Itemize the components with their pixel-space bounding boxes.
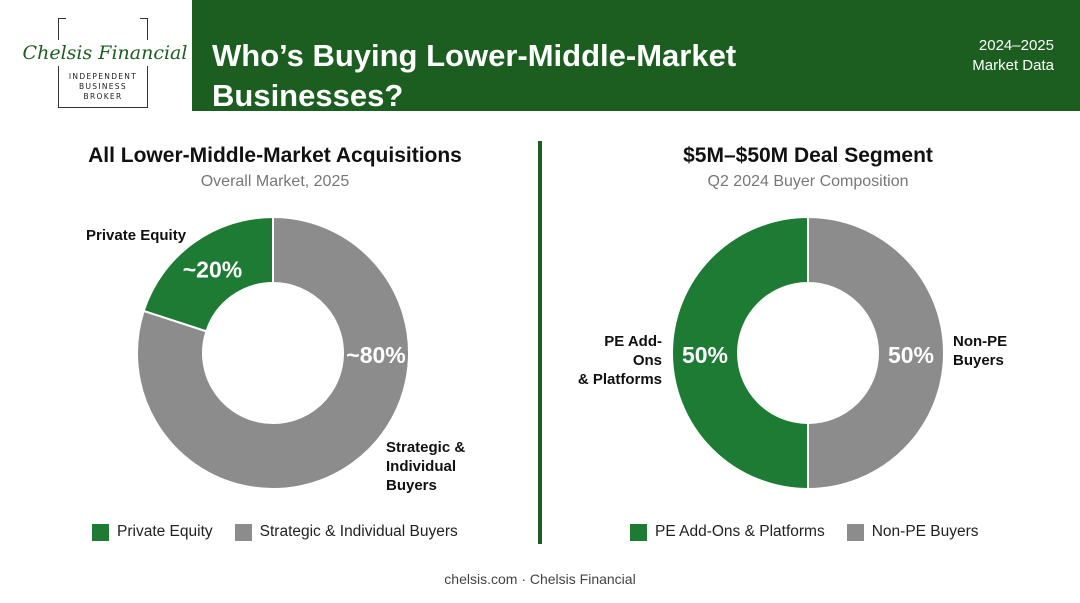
chart-2-donut: 50% 50% — [671, 215, 945, 491]
chart-1-slice-1 — [136, 215, 410, 490]
footer: chelsis.com · Chelsis Financial — [444, 571, 636, 587]
chart-1-label-strategic-line3: Buyers — [386, 477, 437, 494]
brand-tagline-line3: BROKER — [83, 92, 123, 101]
chart-1-value-label-0: ~20% — [183, 257, 242, 283]
logo-frame-top-left — [58, 18, 66, 19]
chart-2-label-non-pe: Non-PE Buyers — [953, 332, 1007, 370]
period-line1: 2024–2025 — [978, 37, 1054, 54]
chart-2-value-label-1: 50% — [888, 342, 934, 368]
brand-tagline: INDEPENDENT BUSINESS BROKER — [58, 72, 148, 102]
chart-2-label-pe: PE Add-Ons & Platforms — [576, 332, 662, 389]
legend-swatch-gray — [234, 523, 252, 541]
chart-1-subtitle: Overall Market, 2025 — [200, 173, 350, 190]
legend-item-strategic: Strategic & Individual Buyers — [234, 523, 458, 541]
logo-frame-top-right — [140, 18, 148, 19]
legend-item-pe-add-ons: PE Add-Ons & Platforms — [630, 523, 825, 541]
chart-1-label-strategic-line1: Strategic & — [386, 439, 466, 456]
page-title: Who’s Buying Lower-Middle-Market Busines… — [212, 38, 737, 113]
legend-label: Strategic & Individual Buyers — [259, 523, 458, 540]
period-line2: Market Data — [972, 57, 1054, 74]
legend-label: PE Add-Ons & Platforms — [655, 523, 825, 540]
chart-divider — [538, 141, 542, 544]
header: Chelsis Financial INDEPENDENT BUSINESS B… — [0, 0, 1080, 113]
chart-2-label-non-pe-line1: Non-PE — [953, 333, 1008, 350]
header-band — [192, 0, 1080, 111]
legend-swatch-gray — [846, 523, 864, 541]
chart-2-title: $5M–$50M Deal Segment — [683, 144, 933, 167]
chart-2-slice-0 — [671, 215, 809, 491]
chart-2-slice-1 — [807, 215, 945, 491]
chart-2-label-pe-line2: & Platforms — [577, 371, 662, 388]
brand-tagline-line1: INDEPENDENT — [68, 72, 138, 81]
legend-label: Private Equity — [117, 523, 213, 540]
chart-2-subtitle: Q2 2024 Buyer Composition — [707, 173, 909, 190]
chart-1-slice-0 — [142, 215, 274, 333]
chart-2-label-pe-line1: PE Add-Ons — [604, 333, 662, 369]
chart-1-title: All Lower-Middle-Market Acquisitions — [88, 144, 462, 167]
chart-1-label-strategic: Strategic & Individual Buyers — [386, 438, 465, 495]
brand-name: Chelsis Financial — [20, 40, 190, 66]
chart-1-donut: ~20% ~80% — [136, 215, 410, 490]
legend-swatch-green — [630, 523, 647, 541]
brand-tagline-line2: BUSINESS — [79, 82, 127, 91]
legend-swatch-green — [92, 523, 109, 541]
legend-item-private-equity: Private Equity — [92, 523, 213, 541]
legend-item-non-pe: Non-PE Buyers — [846, 523, 979, 541]
chart-1-label-private-equity: Private Equity — [86, 227, 187, 244]
chart-2-label-non-pe-line2: Buyers — [953, 352, 1004, 369]
chart-2-value-label-0: 50% — [682, 342, 728, 368]
legend-label: Non-PE Buyers — [871, 523, 979, 540]
period-label: 2024–2025 Market Data — [934, 36, 1054, 76]
chart-1-legend: Private Equity Strategic & Individual Bu… — [92, 523, 480, 541]
chart-1-value-label-1: ~80% — [346, 342, 405, 368]
chart-2-legend: PE Add-Ons & Platforms Non-PE Buyers — [630, 523, 1001, 541]
chart-1-label-strategic-line2: Individual — [386, 458, 457, 475]
